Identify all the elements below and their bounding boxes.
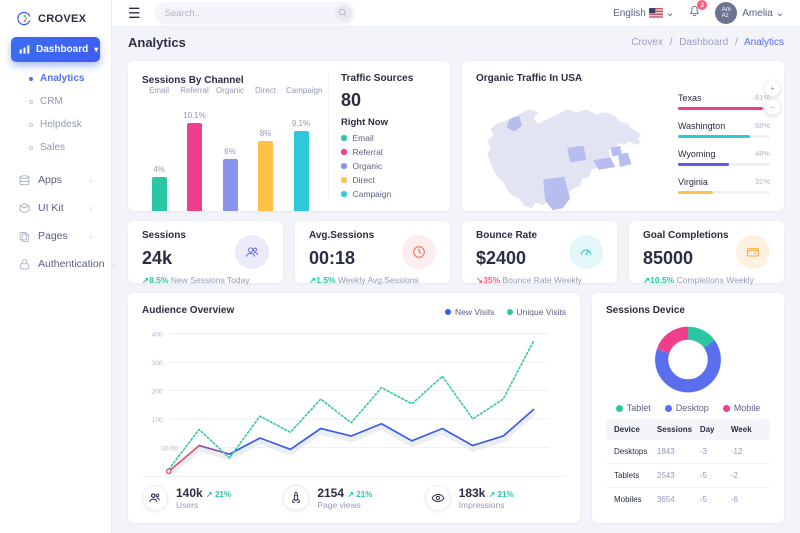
svg-text:300: 300 — [152, 360, 163, 367]
svg-text:100: 100 — [152, 417, 163, 424]
svg-text:400: 400 — [152, 331, 163, 338]
svg-text:200: 200 — [152, 388, 163, 395]
svg-text:00.00: 00.00 — [161, 445, 178, 452]
